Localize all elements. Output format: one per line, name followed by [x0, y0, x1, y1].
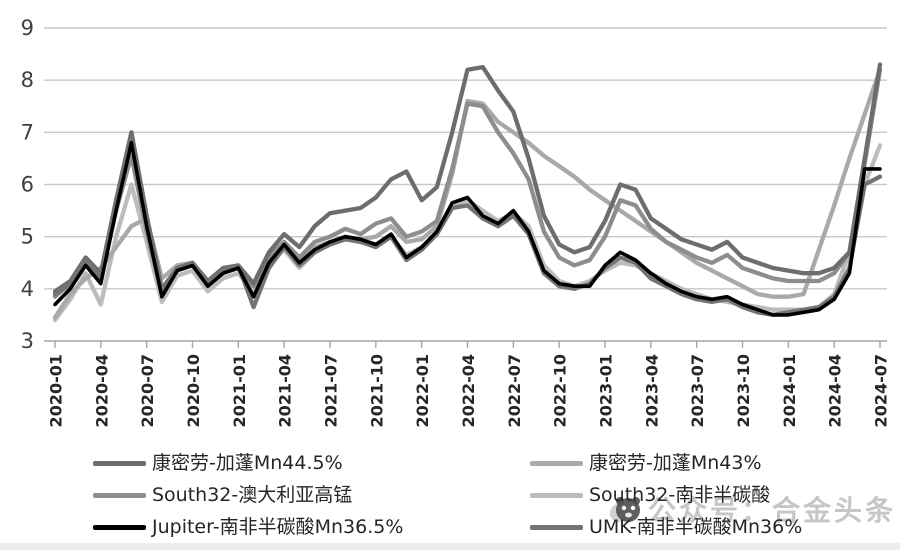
x-tick-label-2023-07: 2023-07	[688, 354, 707, 427]
legend-label-0: 康密劳-加蓬Mn44.5%	[152, 451, 343, 474]
x-tick-label-2021-10: 2021-10	[367, 354, 386, 427]
x-tick-label-2020-07: 2020-07	[138, 354, 157, 427]
legend-item-1: 康密劳-加蓬Mn43%	[530, 451, 883, 474]
y-tick-label-8: 8	[21, 68, 34, 92]
bottom-strip	[0, 543, 900, 550]
legend-label-5: UMK-南非半碳酸Mn36%	[589, 515, 803, 538]
legend-item-0: 康密劳-加蓬Mn44.5%	[93, 451, 530, 474]
legend-swatch-1	[530, 460, 583, 466]
legend-swatch-2	[93, 492, 146, 498]
legend-swatch-4	[93, 524, 146, 530]
x-tick-label-2024-01: 2024-01	[780, 354, 799, 427]
legend-item-2: South32-澳大利亚高锰	[93, 483, 530, 506]
legend-item-5: UMK-南非半碳酸Mn36%	[530, 515, 883, 538]
legend-swatch-5	[530, 524, 583, 530]
legend-item-4: Jupiter-南非半碳酸Mn36.5%	[93, 515, 530, 538]
legend-label-1: 康密劳-加蓬Mn43%	[589, 451, 762, 474]
y-tick-label-3: 3	[21, 329, 34, 353]
x-tick-label-2022-07: 2022-07	[505, 354, 524, 427]
manganese-ore-price-line-chart: 3 4 5 6 7 8 9 2020-01 2020-04 2020-07 2020-10 2021-…	[21, 16, 891, 427]
legend-label-4: Jupiter-南非半碳酸Mn36.5%	[152, 515, 404, 538]
x-tick-label-2024-04: 2024-04	[826, 354, 845, 427]
x-tick-label-2021-04: 2021-04	[276, 354, 295, 427]
legend-swatch-0	[93, 460, 146, 466]
y-tick-label-7: 7	[21, 120, 34, 144]
x-tick-label-2020-04: 2020-04	[92, 354, 111, 427]
chart-legend: 康密劳-加蓬Mn44.5% 康密劳-加蓬Mn43% South32-澳大利亚高锰 So…	[93, 447, 883, 543]
x-tick-label-2024-07: 2024-07	[872, 354, 891, 427]
y-tick-label-9: 9	[21, 16, 34, 40]
y-tick-label-4: 4	[21, 277, 34, 301]
y-tick-label-5: 5	[21, 225, 34, 249]
x-tick-label-2022-04: 2022-04	[459, 354, 478, 427]
x-tick-label-2021-07: 2021-07	[322, 354, 341, 427]
x-tick-label-2022-01: 2022-01	[413, 354, 432, 427]
x-tick-label-2023-04: 2023-04	[642, 354, 661, 427]
x-tick-label-2021-01: 2021-01	[230, 354, 249, 427]
legend-swatch-3	[530, 492, 583, 498]
legend-label-2: South32-澳大利亚高锰	[152, 483, 353, 506]
y-tick-label-6: 6	[21, 173, 34, 197]
x-tick-label-2022-10: 2022-10	[551, 354, 570, 427]
x-tick-label-2023-01: 2023-01	[597, 354, 616, 427]
series-line-4	[53, 141, 882, 317]
x-tick-label-2020-10: 2020-10	[184, 354, 203, 427]
x-tick-label-2023-10: 2023-10	[734, 354, 753, 427]
series-line-5	[52, 138, 883, 318]
legend-label-3: South32-南非半碳酸	[589, 483, 771, 506]
series-line-0	[52, 62, 883, 294]
x-tick-label-2020-01: 2020-01	[47, 354, 66, 427]
legend-item-3: South32-南非半碳酸	[530, 483, 883, 506]
